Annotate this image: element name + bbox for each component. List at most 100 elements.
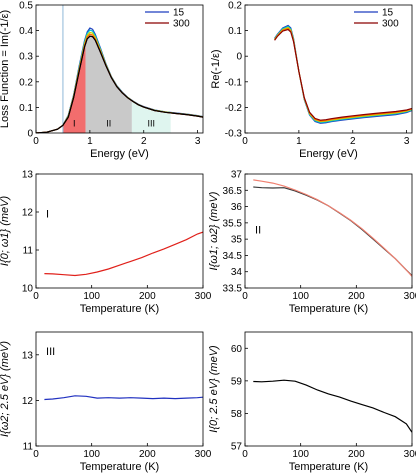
region-label-2: II bbox=[106, 119, 111, 129]
series-line-1 bbox=[274, 24, 412, 124]
x-tick-label: 0 bbox=[33, 136, 39, 147]
y-tick-label: 0 bbox=[236, 52, 242, 63]
x-tick-label: 200 bbox=[139, 291, 156, 302]
y-tick-label: 34 bbox=[231, 267, 243, 278]
y-tick-label: 11 bbox=[23, 442, 34, 453]
panel-p3: 0 100 200 300 10 11 12 13 Temperature (K) I{0; ω1… bbox=[0, 170, 212, 316]
x-tick-label: 3 bbox=[404, 136, 410, 147]
y-tick-label: 12 bbox=[22, 396, 34, 407]
y-tick-label: 37 bbox=[231, 170, 243, 181]
x-tick-label: 100 bbox=[292, 291, 309, 302]
series-line-3 bbox=[274, 26, 412, 123]
x-axis-label: Temperature (K) bbox=[289, 303, 368, 315]
y-tick-label: 0.4 bbox=[19, 26, 33, 37]
series-line-2 bbox=[274, 25, 412, 124]
x-axis-label: Temperature (K) bbox=[289, 461, 368, 473]
region-label-1: I bbox=[73, 119, 76, 129]
axes-box bbox=[244, 331, 413, 447]
y-tick-label: 0 bbox=[27, 129, 33, 140]
series-line-1 bbox=[253, 379, 412, 433]
x-tick-label: 300 bbox=[404, 449, 416, 460]
series-line-4 bbox=[274, 27, 412, 122]
series-line-1 bbox=[253, 186, 412, 277]
y-tick-label: 10 bbox=[22, 284, 34, 295]
panel-annotation: III bbox=[46, 346, 55, 358]
y-tick-label: 0.3 bbox=[19, 52, 33, 63]
y-tick-label: 35 bbox=[231, 235, 243, 246]
y-tick-label: -0.2 bbox=[225, 103, 243, 114]
y-tick-label: 33.5 bbox=[223, 284, 243, 295]
y-axis-label: I{0; ω1} (meV) bbox=[0, 196, 11, 267]
x-tick-label: 2 bbox=[141, 136, 147, 147]
y-tick-label: -0.3 bbox=[225, 129, 243, 140]
x-tick-label: 100 bbox=[292, 449, 309, 460]
axes-box bbox=[244, 173, 413, 289]
y-tick-label: 0.2 bbox=[19, 77, 33, 88]
axes-box bbox=[35, 4, 204, 134]
series-line-6 bbox=[36, 35, 203, 133]
y-tick-label: 0.5 bbox=[19, 1, 33, 12]
region-3 bbox=[131, 100, 171, 133]
y-axis-label: I{ω1; ω2} (meV) bbox=[208, 191, 220, 270]
y-tick-label: 58 bbox=[231, 409, 243, 420]
x-tick-label: 0 bbox=[242, 449, 248, 460]
x-tick-label: 300 bbox=[195, 449, 212, 460]
x-tick-label: 2 bbox=[350, 136, 356, 147]
x-tick-label: 300 bbox=[195, 291, 212, 302]
axes-box bbox=[244, 4, 413, 134]
y-tick-label: 57 bbox=[231, 442, 243, 453]
y-tick-label: 36.5 bbox=[223, 186, 243, 197]
y-tick-label: 60 bbox=[231, 344, 243, 355]
y-tick-label: 35.5 bbox=[223, 218, 243, 229]
x-tick-label: 200 bbox=[139, 449, 156, 460]
series-line-2 bbox=[253, 179, 412, 277]
x-tick-label: 100 bbox=[83, 291, 100, 302]
y-tick-label: 13 bbox=[22, 170, 34, 181]
x-tick-label: 0 bbox=[33, 449, 39, 460]
x-tick-label: 3 bbox=[195, 136, 201, 147]
region-2 bbox=[85, 36, 132, 134]
x-tick-label: 0 bbox=[242, 291, 248, 302]
y-tick-label: 0.1 bbox=[228, 26, 242, 37]
panel-p6: 0 100 200 300 57 58 59 60 Temperature (K) I{0; 2.… bbox=[208, 331, 416, 473]
panel-annotation: II bbox=[255, 224, 261, 236]
x-axis-label: Temperature (K) bbox=[80, 461, 159, 473]
legend-entry: 300 bbox=[173, 19, 190, 30]
series-line-1 bbox=[44, 231, 203, 277]
legend-entry: 15 bbox=[382, 8, 394, 19]
x-tick-label: 200 bbox=[348, 449, 365, 460]
y-tick-label: 59 bbox=[231, 376, 243, 387]
panel-p5: 0 100 200 300 11 12 13 Temperature (K) I{ω2; 2.5… bbox=[0, 331, 212, 473]
y-axis-label: Loss Function = Im(-1/ε) bbox=[0, 10, 11, 128]
y-tick-label: 13 bbox=[22, 350, 34, 361]
x-tick-label: 300 bbox=[404, 291, 416, 302]
region-label-3: III bbox=[148, 119, 156, 129]
axes-box bbox=[35, 331, 204, 447]
y-tick-label: 11 bbox=[23, 246, 34, 257]
axes-box bbox=[35, 173, 204, 289]
x-tick-label: 1 bbox=[296, 136, 302, 147]
region-1 bbox=[62, 43, 86, 133]
x-tick-label: 200 bbox=[348, 291, 365, 302]
panel-p2: 0 1 2 3 -0.3 -0.2 -0.1 0 0.1 0.2 Energy (eV) Re(-1/… bbox=[210, 1, 413, 160]
y-tick-label: 36 bbox=[231, 202, 243, 213]
series-line-1 bbox=[44, 395, 203, 401]
legend-entry: 15 bbox=[173, 8, 185, 19]
x-axis-label: Temperature (K) bbox=[80, 303, 159, 315]
y-axis-label: I{0; 2.5 eV} (meV) bbox=[208, 345, 220, 433]
y-axis-label: I{ω2; 2.5 eV} (meV) bbox=[0, 341, 11, 437]
x-tick-label: 0 bbox=[242, 136, 248, 147]
x-tick-label: 100 bbox=[83, 449, 100, 460]
x-tick-label: 0 bbox=[33, 291, 39, 302]
y-axis-label: Re(-1/ε) bbox=[210, 49, 222, 88]
y-tick-label: -0.1 bbox=[225, 77, 243, 88]
y-tick-label: 0.1 bbox=[19, 103, 33, 114]
legend-entry: 300 bbox=[382, 19, 399, 30]
panel-p4: 0 100 200 300 33.5 34 34.5 35 35.5 36 36.5 37 Temper… bbox=[208, 170, 416, 316]
x-axis-label: Energy (eV) bbox=[299, 148, 358, 160]
x-tick-label: 1 bbox=[87, 136, 93, 147]
y-tick-label: 0.2 bbox=[228, 1, 242, 12]
y-tick-label: 34.5 bbox=[223, 251, 243, 262]
